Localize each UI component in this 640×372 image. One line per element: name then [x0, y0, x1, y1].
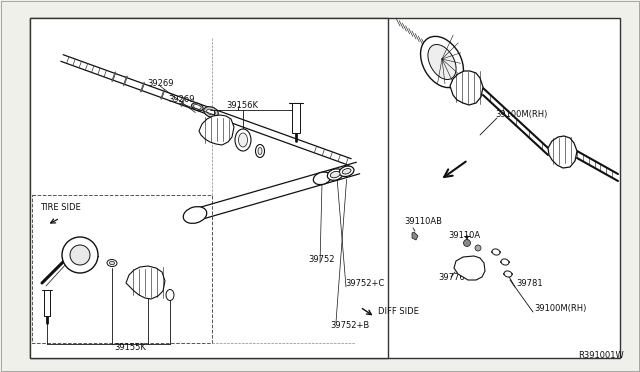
Polygon shape: [412, 232, 418, 240]
Text: 39110A: 39110A: [448, 231, 480, 240]
Ellipse shape: [207, 109, 215, 115]
Text: 39269: 39269: [147, 78, 173, 87]
Text: R391001W: R391001W: [578, 350, 624, 359]
Text: 39752+B: 39752+B: [330, 321, 369, 330]
Text: 39155K: 39155K: [114, 343, 146, 353]
Polygon shape: [126, 266, 165, 299]
Bar: [30, 18, 388, 358]
Text: 39269: 39269: [168, 96, 195, 105]
Text: 39156K: 39156K: [226, 102, 258, 110]
Ellipse shape: [109, 261, 115, 265]
Ellipse shape: [166, 289, 174, 301]
Ellipse shape: [258, 148, 262, 154]
Text: 39110AB: 39110AB: [404, 218, 442, 227]
Ellipse shape: [428, 45, 456, 80]
Bar: [32, 195, 212, 343]
Polygon shape: [454, 256, 485, 280]
Ellipse shape: [339, 166, 354, 177]
Ellipse shape: [327, 169, 343, 180]
Ellipse shape: [255, 144, 264, 157]
Text: DIFF SIDE: DIFF SIDE: [378, 308, 419, 317]
Ellipse shape: [191, 103, 203, 111]
Text: TIRE SIDE: TIRE SIDE: [40, 203, 81, 212]
Ellipse shape: [420, 36, 463, 88]
Ellipse shape: [314, 172, 331, 185]
Bar: [44, 290, 50, 316]
Ellipse shape: [492, 249, 500, 255]
Text: 39752: 39752: [308, 256, 335, 264]
Circle shape: [70, 245, 90, 265]
Text: 39781: 39781: [516, 279, 543, 288]
Ellipse shape: [235, 129, 251, 151]
Circle shape: [475, 245, 481, 251]
Ellipse shape: [193, 105, 201, 109]
Polygon shape: [199, 115, 234, 145]
Polygon shape: [548, 136, 577, 168]
Bar: [292, 103, 300, 133]
Text: 39776: 39776: [438, 273, 465, 282]
Text: 39752+C: 39752+C: [345, 279, 384, 288]
Ellipse shape: [204, 107, 218, 117]
Polygon shape: [450, 71, 483, 105]
Text: 39100M(RH): 39100M(RH): [495, 110, 547, 119]
Ellipse shape: [504, 271, 512, 277]
Ellipse shape: [183, 206, 207, 223]
Ellipse shape: [342, 169, 351, 174]
Circle shape: [463, 240, 470, 247]
Circle shape: [62, 237, 98, 273]
Ellipse shape: [107, 260, 117, 266]
Ellipse shape: [239, 133, 248, 147]
Text: 39100M(RH): 39100M(RH): [534, 305, 586, 314]
Ellipse shape: [330, 171, 340, 178]
Ellipse shape: [501, 259, 509, 265]
